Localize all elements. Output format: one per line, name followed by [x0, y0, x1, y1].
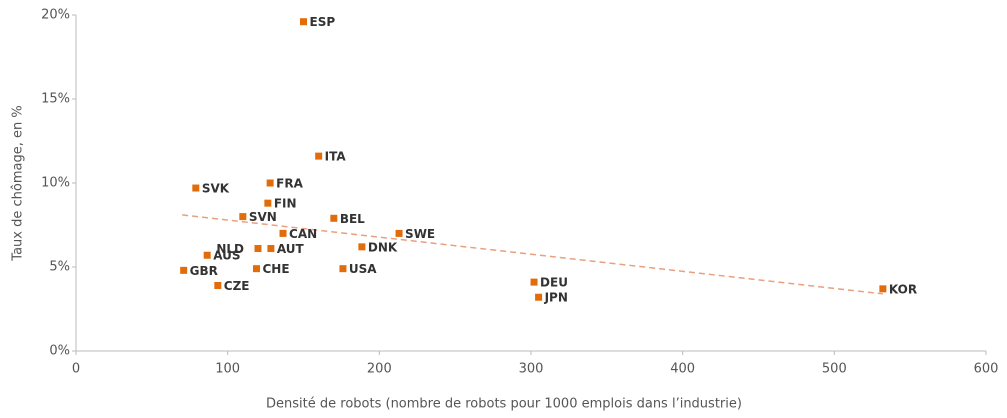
- point-label: FIN: [274, 197, 297, 211]
- point-label: SVN: [249, 210, 277, 224]
- y-tick-label: 5%: [49, 260, 70, 275]
- point: [530, 278, 538, 286]
- trendline: [182, 214, 883, 295]
- y-tick-label: 10%: [41, 176, 70, 191]
- point-label: FRA: [276, 177, 303, 191]
- point: [300, 18, 307, 26]
- point-label: CAN: [289, 227, 317, 241]
- point-label: JPN: [544, 291, 568, 305]
- y-tick-label: 0%: [49, 344, 70, 359]
- point-label: GBR: [190, 264, 218, 278]
- point: [239, 213, 247, 221]
- x-tick-label: 500: [822, 362, 847, 377]
- point-label: ITA: [325, 150, 347, 164]
- point: [315, 152, 323, 160]
- point-label: AUT: [277, 242, 305, 256]
- point-label: DEU: [540, 276, 568, 290]
- point-label: USA: [349, 262, 377, 276]
- point: [252, 265, 260, 273]
- x-tick-label: 200: [367, 362, 392, 377]
- point-label: SVK: [202, 182, 230, 196]
- point-label: NLD: [216, 242, 244, 256]
- point: [279, 229, 287, 237]
- x-tick-label: 0: [72, 362, 80, 377]
- point-label: AUS: [213, 249, 240, 263]
- point: [339, 265, 347, 273]
- x-tick-label: 600: [974, 362, 999, 377]
- point: [264, 199, 272, 207]
- point-label: CZE: [224, 279, 250, 293]
- point: [192, 184, 200, 192]
- x-tick-label: 100: [215, 362, 240, 377]
- x-tick-label: 400: [670, 362, 695, 377]
- point-label: KOR: [889, 282, 917, 296]
- point: [254, 245, 262, 253]
- point-label: CHE: [262, 262, 289, 276]
- point-label: DNK: [368, 240, 398, 254]
- point-label: BEL: [340, 212, 365, 226]
- point: [214, 281, 222, 289]
- point: [879, 285, 887, 293]
- x-axis-label: Densité de robots (nombre de robots pour…: [266, 397, 742, 412]
- x-tick-label: 300: [519, 362, 544, 377]
- point-label: SWE: [405, 227, 435, 241]
- point: [330, 214, 338, 222]
- point: [395, 229, 403, 237]
- point-label: ESP: [310, 15, 336, 29]
- point: [180, 266, 188, 274]
- y-axis-label: Taux de chômage, en %: [11, 105, 26, 261]
- point: [358, 243, 366, 251]
- point: [267, 245, 275, 253]
- y-tick-label: 15%: [41, 92, 70, 107]
- y-tick-label: 20%: [41, 8, 70, 23]
- point: [203, 251, 211, 259]
- point: [266, 179, 274, 187]
- point: [535, 293, 543, 301]
